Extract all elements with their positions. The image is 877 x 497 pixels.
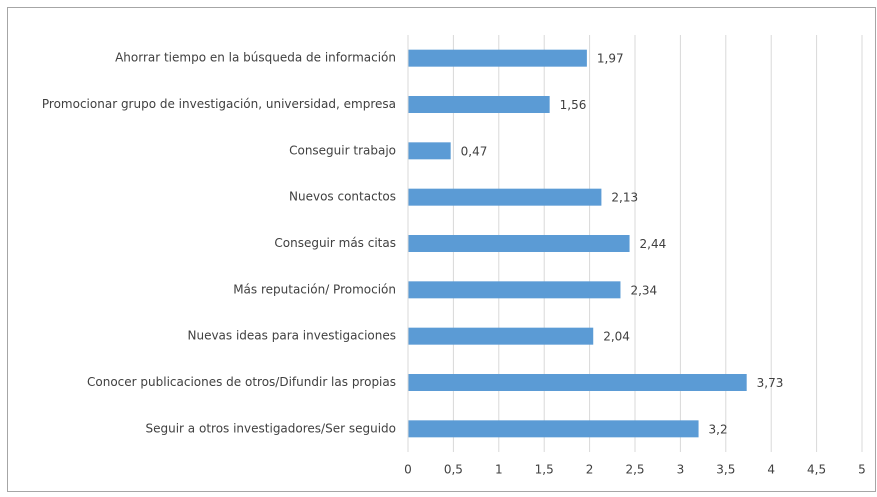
bar <box>408 281 621 299</box>
y-tick-label: Nuevos contactos <box>289 190 396 204</box>
bar <box>408 235 630 252</box>
bar <box>408 327 594 345</box>
data-label: 1,56 <box>560 98 587 112</box>
x-tick-label: 3 <box>677 463 685 477</box>
data-label: 3,2 <box>709 422 728 436</box>
data-label: 3,73 <box>757 376 784 390</box>
x-tick-label: 2 <box>586 463 594 477</box>
bar <box>408 420 699 438</box>
x-tick-label: 2,5 <box>625 463 644 477</box>
y-tick-label: Más reputación/ Promoción <box>233 282 396 296</box>
data-label: 1,97 <box>597 52 624 66</box>
data-label: 0,47 <box>461 144 488 158</box>
y-tick-label: Seguir a otros investigadores/Ser seguid… <box>146 421 397 435</box>
y-tick-label: Nuevas ideas para investigaciones <box>187 329 396 343</box>
x-tick-label: 0,5 <box>444 463 463 477</box>
bar <box>408 96 550 113</box>
y-tick-label: Conseguir más citas <box>274 236 396 250</box>
x-tick-label: 4 <box>767 463 775 477</box>
bar <box>408 142 451 160</box>
data-label: 2,44 <box>640 237 667 251</box>
y-tick-label: Ahorrar tiempo en la búsqueda de informa… <box>115 51 396 65</box>
y-tick-label: Promocionar grupo de investigación, univ… <box>42 97 396 111</box>
x-tick-label: 0 <box>404 463 412 477</box>
y-tick-label: Conseguir trabajo <box>289 143 396 157</box>
x-tick-label: 5 <box>858 463 866 477</box>
data-label: 2,13 <box>611 191 638 205</box>
y-tick-label: Conocer publicaciones de otros/Difundir … <box>87 375 396 389</box>
data-label: 2,34 <box>630 283 657 297</box>
x-tick-label: 1,5 <box>535 463 554 477</box>
bar <box>408 374 747 391</box>
x-tick-label: 3,5 <box>716 463 735 477</box>
bar <box>408 49 587 67</box>
data-label: 2,04 <box>603 330 630 344</box>
bar <box>408 188 602 206</box>
x-tick-label: 1 <box>495 463 503 477</box>
x-tick-label: 4,5 <box>807 463 826 477</box>
